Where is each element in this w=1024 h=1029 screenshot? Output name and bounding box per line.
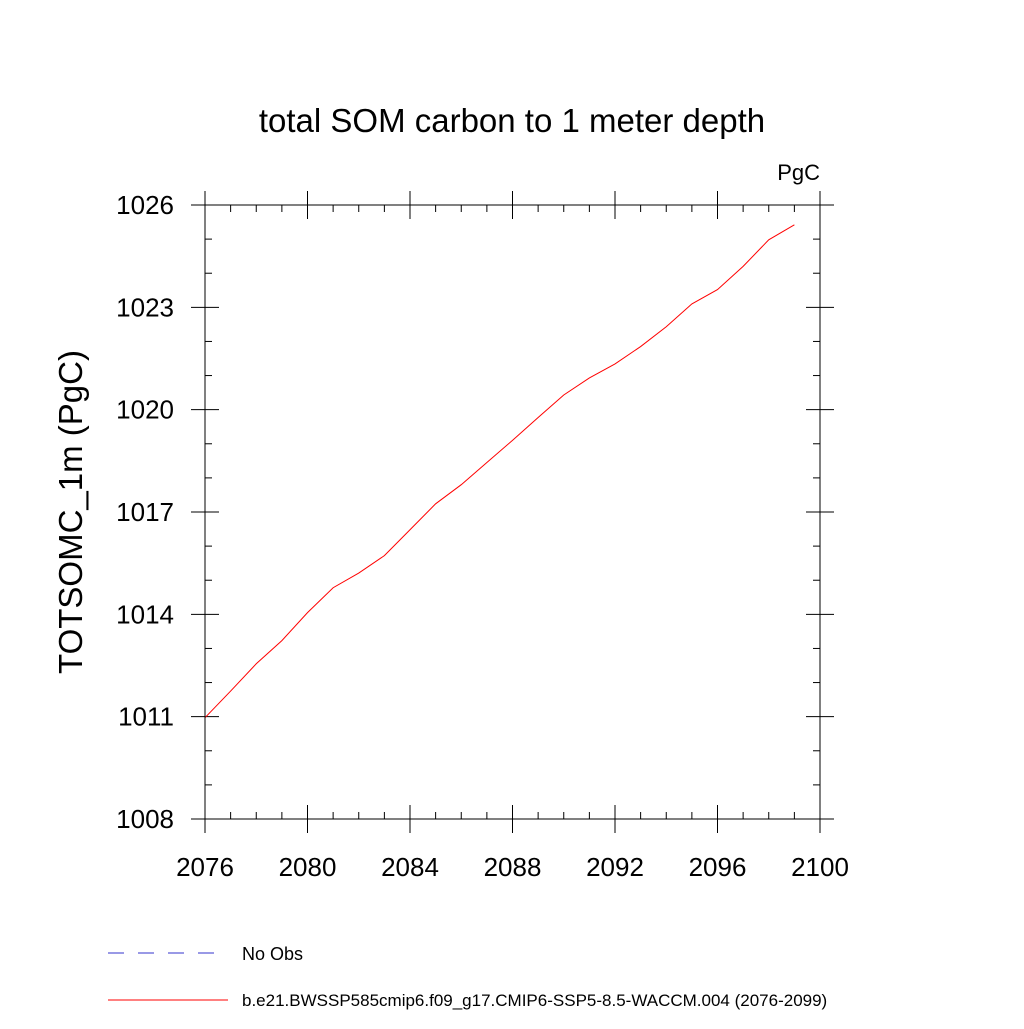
y-tick-label: 1014 — [116, 599, 174, 629]
x-tick-label: 2096 — [689, 852, 747, 882]
y-tick-label: 1017 — [116, 497, 174, 527]
legend-label-model-run: b.e21.BWSSP585cmip6.f09_g17.CMIP6-SSP5-8… — [242, 991, 827, 1010]
y-tick-label: 1011 — [118, 702, 174, 732]
y-tick-label: 1008 — [116, 804, 174, 834]
legend-label-no-obs: No Obs — [242, 944, 303, 964]
plot-frame — [204, 204, 821, 820]
major-ticks — [191, 191, 834, 833]
y-tick-label: 1023 — [116, 292, 174, 322]
series-line — [204, 224, 795, 719]
x-tick-labels: 2076 2080 2084 2088 2092 2096 2100 — [176, 852, 849, 882]
x-tick-label: 2080 — [279, 852, 337, 882]
units-label: PgC — [777, 160, 820, 185]
minor-ticks — [205, 205, 820, 819]
x-tick-label: 2092 — [586, 852, 644, 882]
x-tick-label: 2084 — [381, 852, 439, 882]
y-tick-label: 1020 — [116, 395, 174, 425]
series-lines — [204, 224, 795, 719]
x-tick-label: 2100 — [791, 852, 849, 882]
legend: No Obs b.e21.BWSSP585cmip6.f09_g17.CMIP6… — [108, 944, 827, 1010]
y-axis-label: TOTSOMC_1m (PgC) — [52, 350, 89, 674]
x-tick-label: 2088 — [484, 852, 542, 882]
y-tick-label: 1026 — [116, 190, 174, 220]
chart-title: total SOM carbon to 1 meter depth — [259, 102, 765, 139]
x-tick-label: 2076 — [176, 852, 234, 882]
y-tick-labels: 1008 1011 1014 1017 1020 1023 1026 — [116, 190, 174, 834]
